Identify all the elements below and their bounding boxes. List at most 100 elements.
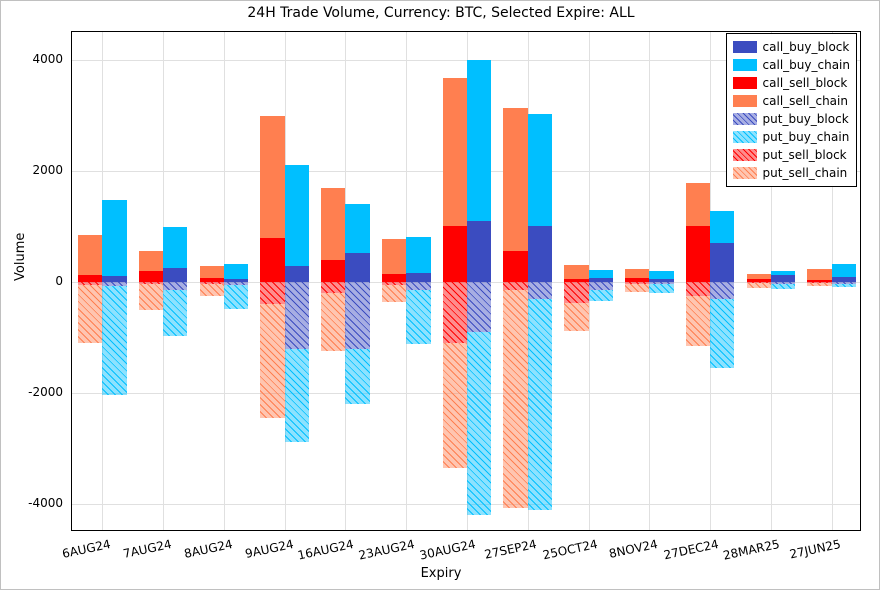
bar-call_buy_chain — [528, 114, 552, 226]
bar-put_sell_chain — [807, 283, 831, 286]
bar-put_buy_block — [467, 282, 491, 332]
bar-call_buy_chain — [832, 264, 856, 277]
bar-put_sell_chain — [78, 285, 102, 342]
bar-call_sell_chain — [747, 274, 771, 279]
bar-call_sell_block — [139, 271, 163, 282]
bar-call_buy_chain — [649, 271, 673, 279]
bar-put_sell_chain — [200, 284, 224, 296]
bar-call_sell_chain — [686, 183, 710, 226]
legend-item: put_buy_chain — [733, 128, 850, 146]
bar-put_buy_block — [528, 282, 552, 299]
bar-call_buy_block — [345, 253, 369, 282]
bar-call_sell_chain — [807, 269, 831, 280]
bar-call_sell_block — [443, 226, 467, 282]
bar-put_buy_chain — [710, 299, 734, 368]
bar-put_sell_block — [564, 282, 588, 303]
bar-call_sell_chain — [382, 239, 406, 274]
bar-put_sell_block — [321, 282, 345, 293]
bar-put_buy_block — [345, 282, 369, 349]
bar-call_sell_chain — [564, 265, 588, 279]
bar-call_buy_block — [467, 221, 491, 282]
bar-put_buy_block — [163, 282, 187, 290]
legend-swatch — [733, 131, 757, 143]
bar-put_sell_chain — [321, 293, 345, 351]
bar-put_buy_chain — [163, 290, 187, 336]
bar-call_sell_block — [78, 275, 102, 282]
bar-call_sell_block — [260, 238, 284, 282]
bar-call_sell_chain — [139, 251, 163, 271]
legend-item: put_buy_block — [733, 110, 850, 128]
bar-put_sell_block — [443, 282, 467, 343]
bar-call_sell_block — [321, 260, 345, 282]
legend-label: put_buy_block — [763, 112, 849, 126]
bar-put_buy_block — [710, 282, 734, 299]
gridline-h — [72, 504, 860, 505]
bar-call_buy_block — [285, 266, 309, 282]
bar-put_sell_chain — [382, 285, 406, 302]
legend-item: call_buy_block — [733, 38, 850, 56]
bar-put_buy_chain — [467, 332, 491, 515]
legend-item: put_sell_chain — [733, 164, 850, 182]
bar-call_buy_block — [163, 268, 187, 282]
bar-put_sell_chain — [564, 303, 588, 331]
bar-call_buy_chain — [102, 200, 126, 276]
bar-call_sell_chain — [503, 108, 527, 251]
bar-call_sell_block — [382, 274, 406, 282]
legend-label: put_sell_block — [763, 148, 847, 162]
bar-put_sell_chain — [686, 296, 710, 346]
bar-call_buy_block — [710, 243, 734, 282]
bar-put_buy_chain — [102, 286, 126, 394]
bar-put_sell_chain — [503, 290, 527, 508]
bar-put_sell_chain — [443, 343, 467, 468]
bar-put_buy_chain — [345, 349, 369, 405]
legend-swatch — [733, 113, 757, 125]
legend-swatch — [733, 59, 757, 71]
legend-label: call_sell_block — [763, 76, 848, 90]
bar-put_buy_block — [285, 282, 309, 349]
chart-title: 24H Trade Volume, Currency: BTC, Selecte… — [1, 5, 880, 21]
bar-call_sell_chain — [78, 235, 102, 275]
bar-put_sell_block — [503, 282, 527, 290]
legend-item: call_sell_block — [733, 74, 850, 92]
legend-label: put_sell_chain — [763, 166, 848, 180]
bar-call_buy_chain — [285, 165, 309, 266]
ytick-label: 2000 — [3, 163, 63, 177]
legend-label: put_buy_chain — [763, 130, 850, 144]
ytick-label: 4000 — [3, 52, 63, 66]
bar-call_sell_chain — [443, 78, 467, 227]
bar-call_buy_chain — [710, 211, 734, 243]
bar-put_buy_chain — [224, 285, 248, 308]
bar-put_sell_chain — [625, 284, 649, 292]
legend-item: put_sell_block — [733, 146, 850, 164]
bar-call_buy_chain — [589, 270, 613, 278]
bar-call_sell_chain — [200, 266, 224, 277]
x-axis-label: Expiry — [1, 566, 880, 581]
legend-label: call_buy_block — [763, 40, 850, 54]
bar-call_buy_chain — [345, 204, 369, 252]
legend-swatch — [733, 149, 757, 161]
bar-put_sell_block — [686, 282, 710, 296]
bar-call_buy_chain — [771, 271, 795, 274]
bar-call_buy_block — [406, 273, 430, 282]
ytick-label: 0 — [3, 274, 63, 288]
bar-call_sell_block — [503, 251, 527, 282]
bar-put_buy_block — [406, 282, 430, 290]
bar-call_sell_chain — [625, 269, 649, 278]
ytick-label: -2000 — [3, 385, 63, 399]
bar-put_buy_chain — [832, 284, 856, 287]
bar-put_buy_chain — [771, 284, 795, 290]
bar-call_buy_chain — [467, 60, 491, 221]
bar-put_sell_chain — [747, 283, 771, 287]
bar-call_buy_chain — [224, 264, 248, 279]
bar-call_sell_block — [686, 226, 710, 282]
legend-label: call_sell_chain — [763, 94, 848, 108]
legend-item: call_sell_chain — [733, 92, 850, 110]
legend-item: call_buy_chain — [733, 56, 850, 74]
bar-call_buy_chain — [163, 227, 187, 268]
legend-label: call_buy_chain — [763, 58, 850, 72]
bar-put_sell_chain — [139, 284, 163, 310]
bar-call_sell_chain — [321, 188, 345, 260]
y-axis-label: Volume — [13, 233, 28, 281]
bar-call_buy_block — [771, 275, 795, 282]
ytick-label: -4000 — [3, 496, 63, 510]
